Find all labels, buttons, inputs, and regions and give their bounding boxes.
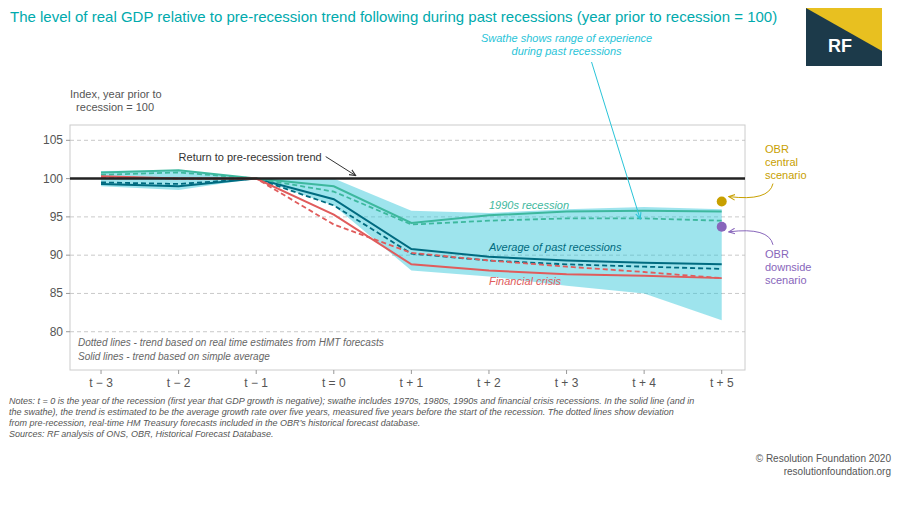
scenario-label: OBRcentralscenario [765,143,807,181]
x-tick [566,370,567,374]
x-tick [178,370,179,374]
scenario-point [717,222,727,232]
y-tick-label: 105 [43,133,63,147]
x-tick [411,370,412,374]
series-line-solid [101,176,722,278]
text-line: OBR [765,143,789,155]
series-label: 1990s recession [489,199,569,211]
logo: RF [806,8,882,66]
note: from pre-recession, real-time HM Treasur… [9,418,420,428]
grid-line [70,140,745,141]
text-line: Index, year prior to [70,88,162,100]
y-tick [66,140,70,141]
copyright: © Resolution Foundation 2020 [756,453,892,464]
x-tick-label: t + 3 [555,376,579,390]
series-line-dotted [101,177,722,278]
text-line: central [765,156,798,168]
x-tick-label: t + 2 [477,376,501,390]
text-line: Swathe shows range of experience [481,32,652,44]
x-tick [488,370,489,374]
y-tick-label: 90 [50,248,64,262]
logo-box [806,8,882,66]
text-line: scenario [765,274,807,286]
y-tick [66,331,70,332]
series-label: Financial crisis [489,275,562,287]
x-tick-label: t − 3 [89,376,113,390]
plot-data [70,170,745,320]
annotation-arrow [729,184,773,198]
title: The level of real GDP relative to pre-re… [10,8,777,25]
note: Sources: RF analysis of ONS, OBR, Histor… [9,429,273,439]
text-line: recession = 100 [70,101,154,113]
y-tick [66,178,70,179]
note: Notes: t = 0 is the year of the recessio… [9,396,694,406]
plot-frame [70,125,745,370]
grid-line [70,331,745,332]
y-tick-label: 85 [50,286,64,300]
series-line-solid [101,179,722,265]
copyright: resolutionfoundation.org [784,466,891,477]
line-style-note: Solid lines - trend based on simple aver… [78,351,270,362]
trend-line [70,177,745,180]
annotation-arrow [326,157,356,176]
line-style-note: Dotted lines - trend based on real time … [78,337,384,348]
x-tick [256,370,257,374]
x-tick-label: t − 1 [244,376,268,390]
note: the swathe), the trend is estimated to b… [9,407,674,417]
y-tick-label: 95 [50,210,64,224]
text-line: OBR [765,248,789,260]
y-tick [66,216,70,217]
x-tick-label: t + 5 [710,376,734,390]
x-tick [101,370,102,374]
text-line: scenario [765,169,807,181]
x-tick [333,370,334,374]
annotation-arrow [729,231,773,245]
chart: The level of real GDP relative to pre-re… [0,0,900,505]
y-tick-label: 80 [50,325,64,339]
y-axis-label: Index, year prior to recession = 100 [70,88,162,113]
text-line: The level of real GDP relative to pre-re… [10,8,777,25]
x-tick [644,370,645,374]
x-tick-label: t + 1 [400,376,424,390]
scenario-label: OBRdownsidescenario [765,248,811,286]
y-tick [66,293,70,294]
logo-text: RF [828,36,852,56]
x-tick-label: t + 4 [632,376,656,390]
x-tick [721,370,722,374]
series-label: Average of past recessions [488,241,622,253]
text-line: downside [765,261,811,273]
trend-annotation: Return to pre-recession trend [179,151,322,163]
text-line: during past recessions [512,45,623,57]
grid-line [70,178,745,179]
x-tick-label: t − 2 [167,376,191,390]
scenario-point [717,197,727,207]
y-tick-label: 100 [43,172,63,186]
swathe-annotation: Swathe shows range of experienceduring p… [481,32,652,57]
x-tick-label: t = 0 [322,376,346,390]
swathe [101,170,722,320]
y-tick [66,255,70,256]
annotation-arrow [592,62,641,219]
